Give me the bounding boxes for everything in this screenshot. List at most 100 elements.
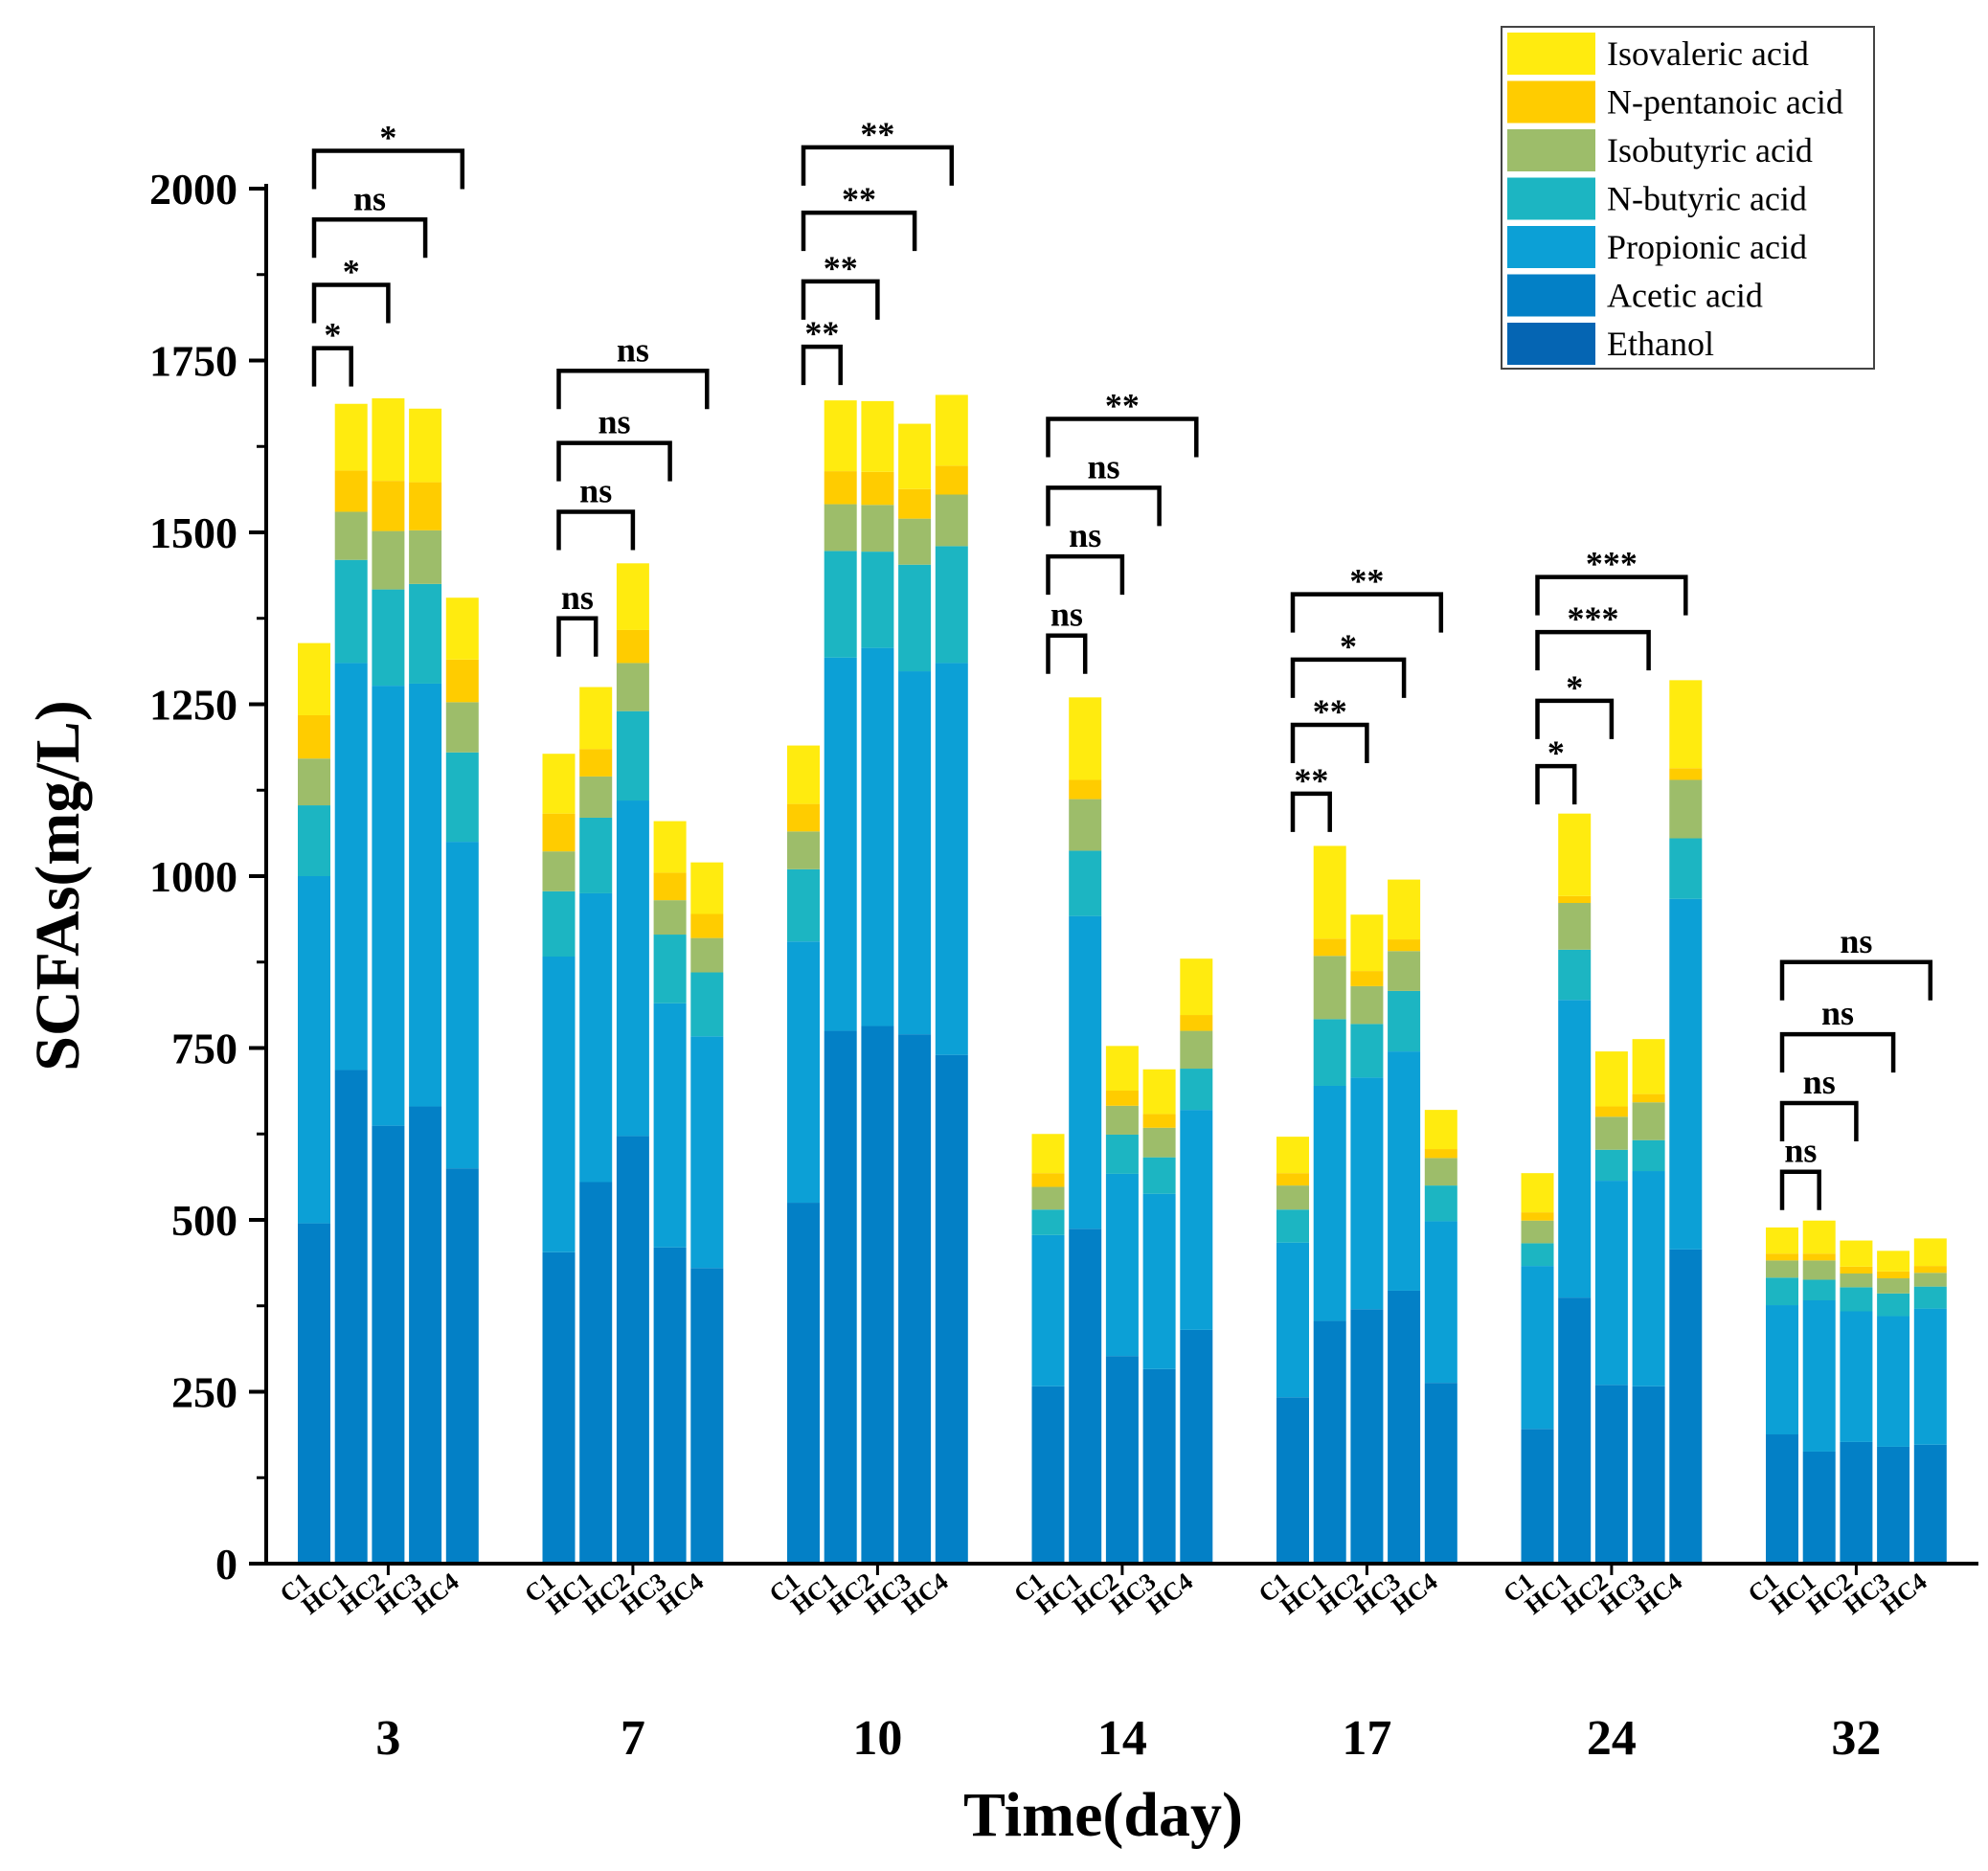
significance-label: ns bbox=[599, 403, 631, 441]
bar-segment-isobutyric-acid bbox=[824, 504, 857, 552]
bar-segment-propionic-acid bbox=[1424, 1221, 1457, 1384]
bar-segment-n-pentanoic-acid bbox=[298, 714, 330, 759]
bar-segment-propionic-acid bbox=[1594, 1181, 1628, 1386]
bar-segment-isovaleric-acid bbox=[1350, 914, 1384, 972]
y-tick-label: 1250 bbox=[149, 681, 237, 730]
bar-segment-acetic-acid bbox=[445, 1168, 479, 1564]
x-group-label: 17 bbox=[1342, 1711, 1391, 1766]
bar-segment-isovaleric-acid bbox=[690, 862, 724, 914]
significance-bracket bbox=[1046, 553, 1125, 596]
bar-segment-n-butyric-acid bbox=[1350, 1024, 1384, 1078]
significance-label: ** bbox=[860, 115, 894, 153]
bar-segment-n-pentanoic-acid bbox=[1388, 939, 1421, 952]
bar-segment-acetic-acid bbox=[579, 1182, 613, 1564]
bar-segment-n-pentanoic-acid bbox=[787, 803, 820, 832]
bar-segment-isovaleric-acid bbox=[542, 754, 576, 814]
bar-segment-propionic-acid bbox=[334, 663, 368, 1071]
bar-segment-acetic-acid bbox=[1424, 1383, 1457, 1564]
bar-segment-isovaleric-acid bbox=[1558, 813, 1592, 896]
bar-segment-isovaleric-acid bbox=[1180, 958, 1213, 1016]
bar-segment-isovaleric-acid bbox=[1069, 697, 1102, 780]
bar-segment-n-butyric-acid bbox=[616, 710, 649, 801]
bar-segment-propionic-acid bbox=[1802, 1300, 1836, 1452]
bar-segment-n-pentanoic-acid bbox=[1877, 1271, 1910, 1279]
bar-segment-n-pentanoic-acid bbox=[1802, 1253, 1836, 1261]
bar-segment-isovaleric-acid bbox=[1276, 1137, 1309, 1174]
bar-segment-n-butyric-acid bbox=[898, 564, 932, 672]
significance-bracket bbox=[556, 369, 710, 410]
bar-segment-isovaleric-acid bbox=[1913, 1238, 1947, 1267]
bar-segment-propionic-acid bbox=[1521, 1266, 1554, 1430]
legend-swatch bbox=[1507, 177, 1595, 220]
bar-segment-propionic-acid bbox=[579, 892, 613, 1183]
significance-label: ** bbox=[804, 314, 839, 352]
significance-bracket bbox=[1046, 417, 1199, 458]
bar-segment-isovaleric-acid bbox=[861, 400, 894, 472]
significance-label: ** bbox=[1105, 387, 1140, 425]
bar-segment-n-butyric-acid bbox=[1877, 1293, 1910, 1317]
significance-label: * bbox=[379, 119, 396, 157]
bar-segment-n-butyric-acid bbox=[1031, 1209, 1065, 1235]
bar-segment-isovaleric-acid bbox=[372, 397, 405, 482]
significance-bracket bbox=[1779, 959, 1933, 1001]
bar-segment-propionic-acid bbox=[653, 1003, 687, 1248]
bar-segment-n-butyric-acid bbox=[1424, 1185, 1457, 1222]
bar-segment-isobutyric-acid bbox=[1313, 956, 1346, 1020]
x-subcategory-label: HC4 bbox=[1631, 1567, 1687, 1620]
x-group-label: 10 bbox=[852, 1711, 902, 1766]
legend-entry-label: Isobutyric acid bbox=[1607, 131, 1813, 169]
bar-segment-n-pentanoic-acid bbox=[1180, 1015, 1213, 1031]
bar-segment-isovaleric-acid bbox=[579, 687, 613, 750]
bar-segment-acetic-acid bbox=[1802, 1451, 1836, 1564]
bar-segment-isovaleric-acid bbox=[1388, 879, 1421, 940]
bar-segment-n-butyric-acid bbox=[824, 551, 857, 658]
bar-segment-acetic-acid bbox=[861, 1026, 894, 1564]
y-axis-title: SCFAs(mg/L) bbox=[23, 700, 93, 1071]
significance-label: *** bbox=[1586, 545, 1638, 583]
bar-segment-n-pentanoic-acid bbox=[935, 465, 968, 495]
significance-bracket bbox=[1290, 592, 1444, 633]
bar-segment-propionic-acid bbox=[1632, 1171, 1665, 1386]
bar-segment-acetic-acid bbox=[653, 1247, 687, 1564]
bar-segment-n-butyric-acid bbox=[1388, 990, 1421, 1052]
bar-segment-acetic-acid bbox=[1142, 1368, 1176, 1564]
bar-segment-n-pentanoic-acid bbox=[1142, 1114, 1176, 1128]
bar-segment-isovaleric-acid bbox=[298, 642, 330, 715]
bar-segment-acetic-acid bbox=[298, 1223, 330, 1564]
bar-segment-isobutyric-acid bbox=[1558, 903, 1592, 950]
bar-segment-isovaleric-acid bbox=[616, 563, 649, 630]
significance-bracket bbox=[1046, 633, 1088, 674]
bar-segment-isovaleric-acid bbox=[334, 403, 368, 471]
bar-segment-isovaleric-acid bbox=[1521, 1173, 1554, 1213]
y-tick-label: 0 bbox=[215, 1540, 237, 1589]
significance-bracket bbox=[1290, 657, 1407, 698]
bar-segment-propionic-acid bbox=[1766, 1305, 1798, 1435]
bar-segment-isovaleric-acid bbox=[824, 400, 857, 472]
bar-segment-propionic-acid bbox=[1669, 898, 1703, 1250]
significance-label: ns bbox=[1050, 596, 1083, 634]
y-tick-label: 2000 bbox=[149, 165, 237, 214]
bar-segment-n-butyric-acid bbox=[1913, 1286, 1947, 1309]
bar-segment-isobutyric-acid bbox=[1424, 1158, 1457, 1186]
x-subcategory-label: HC4 bbox=[1141, 1567, 1198, 1620]
legend-swatch bbox=[1507, 80, 1595, 124]
y-tick-label: 250 bbox=[171, 1368, 237, 1417]
significance-label: ** bbox=[1294, 761, 1328, 800]
bar-segment-acetic-acid bbox=[1350, 1309, 1384, 1564]
significance-bracket bbox=[1535, 763, 1577, 805]
significance-label: *** bbox=[1568, 599, 1619, 638]
significance-label: ** bbox=[824, 249, 858, 287]
bar-segment-isobutyric-acid bbox=[1877, 1278, 1910, 1294]
significance-bracket bbox=[1535, 629, 1651, 671]
bar-segment-acetic-acid bbox=[1913, 1444, 1947, 1564]
bar-segment-isobutyric-acid bbox=[1031, 1186, 1065, 1210]
bar-segment-n-butyric-acid bbox=[653, 935, 687, 1003]
legend-entry-label: N-butyric acid bbox=[1607, 180, 1807, 218]
bar-segment-isobutyric-acid bbox=[445, 702, 479, 753]
bar-segment-acetic-acid bbox=[372, 1125, 405, 1564]
bar-segment-n-butyric-acid bbox=[861, 552, 894, 648]
significance-label: * bbox=[1566, 668, 1583, 707]
bar-segment-n-pentanoic-acid bbox=[372, 481, 405, 531]
y-tick-label: 750 bbox=[171, 1025, 237, 1073]
